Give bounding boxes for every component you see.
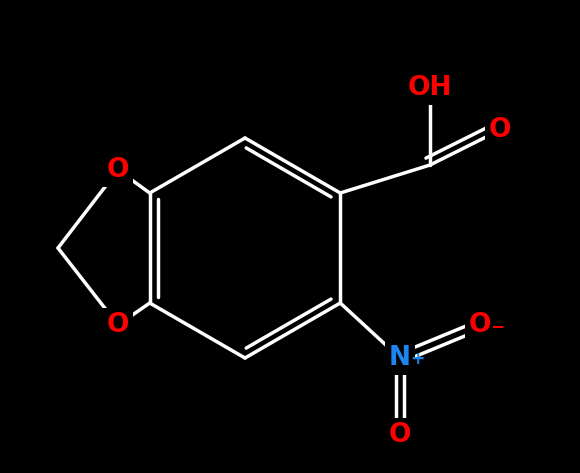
Text: OH: OH	[408, 75, 452, 101]
Text: N: N	[389, 345, 411, 371]
Text: +: +	[411, 350, 425, 368]
Text: O: O	[107, 157, 129, 183]
Text: O: O	[469, 312, 491, 338]
Text: O: O	[489, 117, 511, 143]
Text: −: −	[491, 317, 505, 335]
Text: O: O	[107, 312, 129, 338]
Text: O: O	[389, 422, 411, 448]
